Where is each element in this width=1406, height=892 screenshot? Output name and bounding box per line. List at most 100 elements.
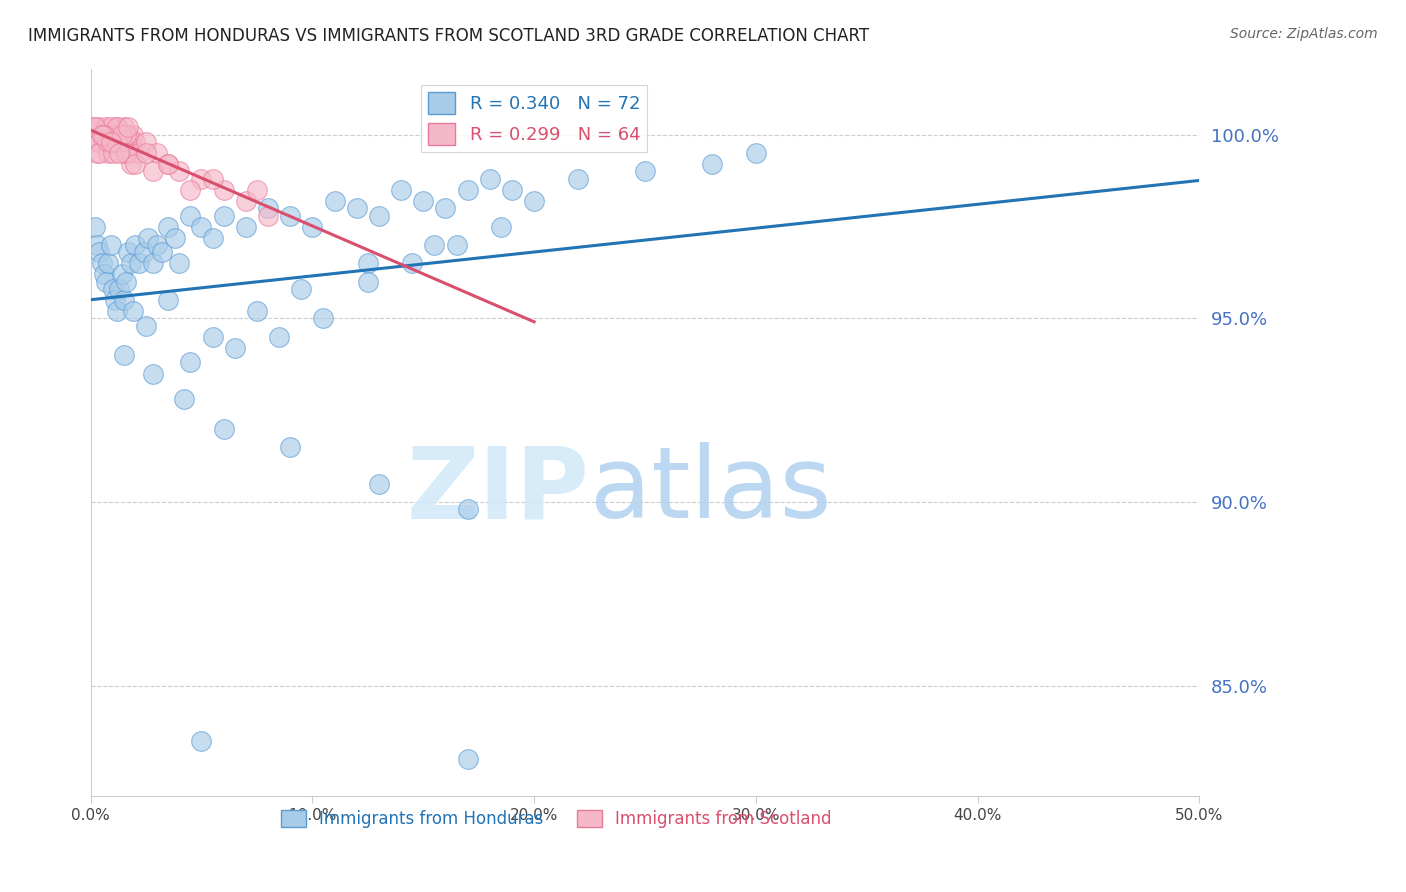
Point <box>100 238 122 252</box>
Point <box>94 135 117 149</box>
Point <box>179 209 201 223</box>
Point <box>269 330 291 344</box>
Point <box>246 183 269 197</box>
Point <box>169 164 191 178</box>
Point <box>84 219 107 234</box>
Point <box>100 120 122 135</box>
Point <box>257 201 280 215</box>
Point <box>111 128 134 142</box>
Point <box>457 502 479 516</box>
Text: ZIP: ZIP <box>406 442 589 539</box>
Point <box>100 135 122 149</box>
Point <box>190 734 212 748</box>
Point <box>423 238 446 252</box>
Point <box>212 183 235 197</box>
Point <box>235 194 257 208</box>
Point <box>117 135 139 149</box>
Point <box>84 120 107 135</box>
Point <box>100 135 122 149</box>
Point <box>212 209 235 223</box>
Point <box>120 256 142 270</box>
Point <box>115 275 138 289</box>
Point <box>117 128 139 142</box>
Point <box>105 120 128 135</box>
Point <box>104 293 127 307</box>
Point <box>190 219 212 234</box>
Point <box>90 256 112 270</box>
Point <box>93 135 115 149</box>
Point <box>201 230 224 244</box>
Point <box>323 194 346 208</box>
Point <box>128 256 150 270</box>
Point <box>90 128 112 142</box>
Point <box>150 245 173 260</box>
Point <box>157 157 180 171</box>
Point <box>86 146 108 161</box>
Point <box>135 318 157 333</box>
Point <box>457 183 479 197</box>
Point <box>357 256 380 270</box>
Point <box>173 392 195 407</box>
Point <box>478 171 501 186</box>
Point <box>97 135 120 149</box>
Point <box>169 256 191 270</box>
Point <box>93 128 115 142</box>
Point <box>457 752 479 766</box>
Point <box>179 355 201 369</box>
Point <box>97 146 120 161</box>
Point <box>212 422 235 436</box>
Point <box>124 157 146 171</box>
Point <box>90 128 112 142</box>
Point <box>112 146 135 161</box>
Point <box>84 128 107 142</box>
Point <box>94 275 117 289</box>
Point <box>278 440 301 454</box>
Point <box>101 128 124 142</box>
Point <box>357 275 380 289</box>
Point <box>142 367 165 381</box>
Point <box>86 135 108 149</box>
Point <box>128 146 150 161</box>
Point <box>201 330 224 344</box>
Point <box>290 282 312 296</box>
Point <box>235 219 257 234</box>
Text: Source: ZipAtlas.com: Source: ZipAtlas.com <box>1230 27 1378 41</box>
Point <box>121 128 143 142</box>
Point <box>89 245 111 260</box>
Point <box>104 135 127 149</box>
Point <box>101 146 124 161</box>
Point <box>108 128 131 142</box>
Point <box>108 282 131 296</box>
Point <box>97 128 120 142</box>
Point <box>367 476 389 491</box>
Point <box>89 120 111 135</box>
Point <box>82 120 104 135</box>
Point <box>446 238 468 252</box>
Point <box>89 135 111 149</box>
Point <box>105 135 128 149</box>
Point <box>142 256 165 270</box>
Point <box>135 146 157 161</box>
Point <box>157 157 180 171</box>
Point <box>111 268 134 282</box>
Point <box>146 146 169 161</box>
Point <box>201 171 224 186</box>
Point <box>89 146 111 161</box>
Point <box>120 157 142 171</box>
Point <box>278 209 301 223</box>
Point <box>111 135 134 149</box>
Point <box>389 183 412 197</box>
Point <box>634 164 657 178</box>
Point <box>117 120 139 135</box>
Point <box>501 183 523 197</box>
Point <box>224 341 246 355</box>
Point <box>190 171 212 186</box>
Point <box>86 238 108 252</box>
Point <box>115 146 138 161</box>
Point <box>93 128 115 142</box>
Point <box>124 238 146 252</box>
Point <box>367 209 389 223</box>
Point <box>112 348 135 362</box>
Point <box>301 219 323 234</box>
Text: IMMIGRANTS FROM HONDURAS VS IMMIGRANTS FROM SCOTLAND 3RD GRADE CORRELATION CHART: IMMIGRANTS FROM HONDURAS VS IMMIGRANTS F… <box>28 27 869 45</box>
